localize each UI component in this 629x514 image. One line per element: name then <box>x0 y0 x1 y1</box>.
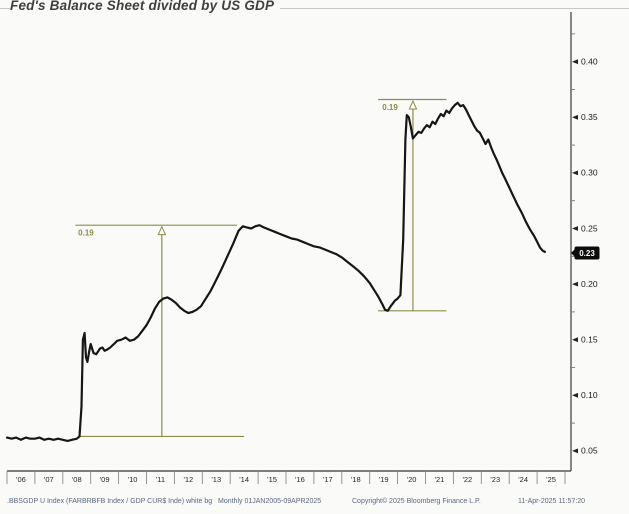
x-axis-label: '24 <box>518 475 528 484</box>
x-axis-label: '25 <box>546 475 556 484</box>
annotation-arrowhead-up-icon <box>408 99 418 110</box>
x-axis-label: '22 <box>462 475 472 484</box>
annotation-delta-label: 0.19 <box>382 103 398 112</box>
footer-timestamp: 11-Apr-2025 11:57:20 <box>518 498 586 505</box>
x-axis-label: '15 <box>267 475 277 484</box>
annotation-arrowhead-up-icon <box>157 225 167 236</box>
footer-copyright: Copyright© 2025 Bloomberg Finance L.P. <box>352 498 481 505</box>
x-axis-label: '11 <box>156 475 165 484</box>
x-axis-label: '09 <box>100 475 110 484</box>
x-axis-label: '16 <box>295 475 305 484</box>
annotation-delta-label: 0.19 <box>78 229 94 238</box>
y-axis-tick-label: 0.20 <box>581 279 598 289</box>
footer-ticker-formula: .BBSGDP U Index (FARBRBFB Index / GDP CU… <box>7 498 213 505</box>
x-axis-label: '20 <box>407 475 417 484</box>
x-axis-label: '08 <box>72 475 82 484</box>
chart-title: Fed's Balance Sheet divided by US GDP <box>10 0 281 13</box>
y-axis-tick-label: 0.30 <box>581 168 598 178</box>
title-underline-rule <box>0 8 629 9</box>
chart-footer: .BBSGDP U Index (FARBRBFB Index / GDP CU… <box>0 496 629 510</box>
x-axis-label: '07 <box>44 475 54 484</box>
y-axis-major-tick <box>572 392 578 398</box>
last-value-label: 0.23 <box>579 249 595 258</box>
y-axis-tick-label: 0.35 <box>581 112 598 122</box>
y-axis-tick-label: 0.40 <box>581 57 598 67</box>
y-axis-major-tick <box>572 226 578 231</box>
x-axis-label: '19 <box>379 475 389 484</box>
x-axis-label: '12 <box>183 475 193 484</box>
y-axis-tick-label: 0.15 <box>581 335 598 345</box>
y-axis-major-tick <box>572 337 578 343</box>
y-axis-major-tick <box>572 170 578 176</box>
y-axis-major-tick <box>572 59 578 65</box>
x-axis-label: '18 <box>351 475 361 484</box>
y-axis-major-tick <box>572 114 578 120</box>
footer-periodicity: Monthly 01JAN2005-09APR2025 <box>218 498 322 505</box>
y-axis-tick-label: 0.25 <box>581 223 598 233</box>
x-axis-label: '10 <box>128 475 138 484</box>
x-axis-label: '13 <box>211 475 221 484</box>
x-axis-label: '06 <box>16 475 26 484</box>
x-axis-label: '23 <box>490 475 500 484</box>
y-axis-tick-label: 0.10 <box>581 390 598 400</box>
x-axis-label: '17 <box>323 475 333 484</box>
y-axis-major-tick <box>572 281 578 287</box>
data-line <box>5 101 547 442</box>
x-axis-label: '21 <box>435 475 445 484</box>
last-value-badge <box>574 246 600 260</box>
y-axis-tick-label: 0.05 <box>581 446 598 456</box>
x-axis-label: '14 <box>239 475 249 484</box>
y-axis-major-tick <box>572 448 578 454</box>
last-value-badge-tip <box>571 248 575 257</box>
